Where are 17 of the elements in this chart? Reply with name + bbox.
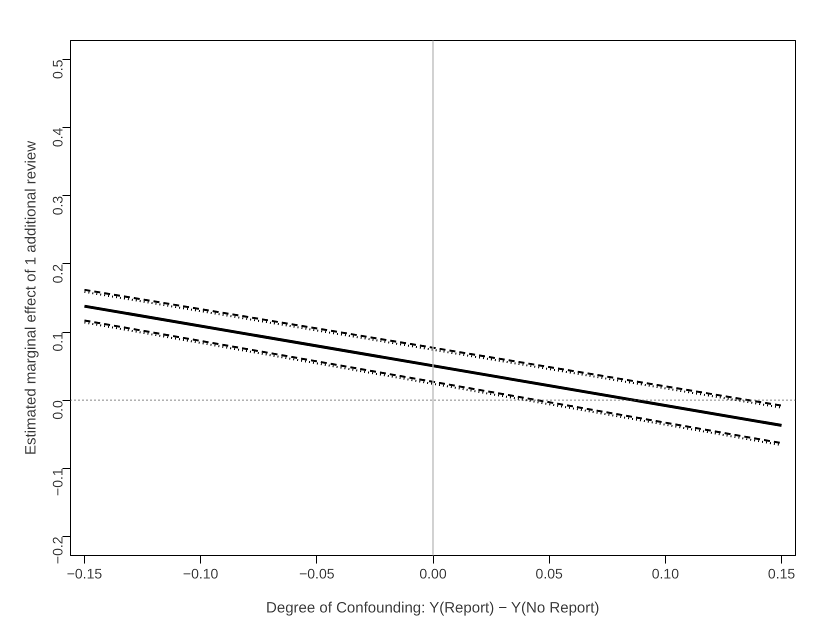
y-tick-label: 0.3 <box>50 196 66 216</box>
x-tick-label: 0.05 <box>536 566 564 582</box>
y-tick-label: 0.1 <box>50 332 66 352</box>
y-tick-label: 0.5 <box>50 59 66 80</box>
y-tick-label: 0.0 <box>50 400 66 420</box>
y-tick-label: 0.2 <box>50 264 66 284</box>
x-tick-label: 0.00 <box>419 566 447 582</box>
x-tick-label: −0.05 <box>299 566 335 582</box>
x-tick-label: −0.10 <box>182 566 219 582</box>
y-axis-title: Estimated marginal effect of 1 additional review <box>22 140 40 456</box>
x-tick-label: −0.15 <box>66 566 102 582</box>
y-tick-label: −0.1 <box>50 468 66 496</box>
x-tick-label: 0.15 <box>768 566 796 582</box>
x-tick-label: 0.10 <box>652 566 680 582</box>
y-tick-label: 0.4 <box>50 127 66 148</box>
x-axis-title: Degree of Confounding: Y(Report) − Y(No Report) <box>266 600 600 616</box>
y-tick-label: −0.2 <box>50 536 66 564</box>
